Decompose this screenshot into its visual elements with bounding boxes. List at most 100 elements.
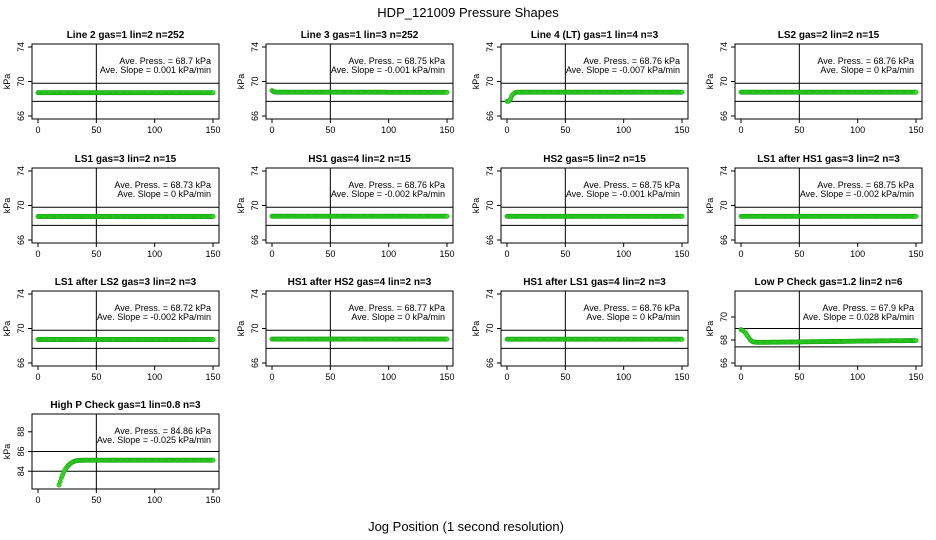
annotation-line: Ave. Press. = 68.76 kPa	[817, 56, 914, 66]
x-tick-label: 0	[269, 249, 274, 259]
x-axis-label: Jog Position (1 second resolution)	[368, 519, 564, 534]
x-tick-label: 150	[674, 372, 689, 382]
x-tick-label: 100	[616, 125, 631, 135]
data-point	[444, 213, 450, 219]
y-tick-label: 70	[250, 76, 260, 86]
panel: Line 4 (LT) gas=1 lin=4 n=3 0 50 100 150 66 70…	[471, 30, 690, 135]
y-tick-label: 70	[485, 76, 495, 86]
annotation-line: Ave. Press. = 84.86 kPa	[114, 426, 211, 436]
data-point	[913, 338, 919, 344]
annotation-line: Ave. Slope = -0.007 kPa/min	[566, 65, 680, 75]
x-tick-label: 50	[560, 249, 570, 259]
x-tick-label: 50	[794, 125, 804, 135]
y-tick-label: 66	[719, 111, 729, 121]
annotation-line: Ave. Slope = 0 kPa/min	[820, 65, 914, 75]
panel: LS1 after HS1 gas=3 lin=2 n=3 0 50 100 150 66…	[705, 154, 924, 259]
x-tick-label: 150	[205, 495, 220, 505]
y-tick-label: 74	[719, 42, 729, 52]
y-axis-label: kPa	[705, 198, 715, 214]
y-axis-label: kPa	[471, 198, 481, 214]
y-tick-label: 66	[16, 235, 26, 245]
y-tick-label: 70	[485, 323, 495, 333]
annotation-line: Ave. Slope = -0.002 kPa/min	[97, 312, 211, 322]
y-axis-label: kPa	[2, 74, 12, 90]
x-tick-label: 100	[616, 249, 631, 259]
y-tick-label: 66	[250, 235, 260, 245]
x-tick-label: 150	[908, 372, 923, 382]
panel-title: LS1 after HS1 gas=3 lin=2 n=3	[757, 154, 900, 165]
y-axis-label: kPa	[471, 321, 481, 337]
annotation-line: Ave. Slope = -0.001 kPa/min	[566, 189, 680, 199]
x-tick-label: 150	[674, 249, 689, 259]
panels: Line 2 gas=1 lin=2 n=252 0 50 100 150 66 70 74 k…	[2, 30, 924, 505]
x-tick-label: 100	[381, 372, 396, 382]
data-point	[679, 89, 685, 95]
x-tick-label: 50	[325, 372, 335, 382]
x-tick-label: 0	[504, 372, 509, 382]
annotation-line: Ave. Slope = -0.001 kPa/min	[331, 65, 445, 75]
y-tick-label: 74	[16, 166, 26, 176]
annotation-line: Ave. Slope = -0.002 kPa/min	[331, 189, 445, 199]
annotation-line: Ave. Press. = 68.73 kPa	[114, 180, 211, 190]
x-tick-label: 50	[560, 372, 570, 382]
panel: Low P Check gas=1.2 lin=2 n=6 0 50 100 150 66…	[705, 277, 924, 382]
y-axis-label: kPa	[2, 198, 12, 214]
y-tick-label: 66	[250, 111, 260, 121]
y-tick-label: 70	[485, 200, 495, 210]
annotation-line: Ave. Slope = 0 kPa/min	[117, 189, 211, 199]
data-point	[444, 89, 450, 95]
y-axis-label: kPa	[471, 74, 481, 90]
x-tick-label: 150	[205, 125, 220, 135]
annotation-line: Ave. Press. = 68.75 kPa	[817, 180, 914, 190]
panel: LS1 after LS2 gas=3 lin=2 n=3 0 50 100 150 66…	[2, 277, 221, 382]
panel-title: Line 2 gas=1 lin=2 n=252	[67, 30, 185, 41]
annotation-line: Ave. Press. = 68.76 kPa	[583, 56, 680, 66]
x-tick-label: 100	[381, 125, 396, 135]
y-tick-label: 74	[250, 166, 260, 176]
annotation-line: Ave. Press. = 68.72 kPa	[114, 303, 211, 313]
y-tick-label: 66	[719, 358, 729, 368]
x-tick-label: 0	[35, 372, 40, 382]
panel-title: Low P Check gas=1.2 lin=2 n=6	[755, 277, 903, 288]
x-tick-label: 50	[91, 372, 101, 382]
panel-title: LS2 gas=2 lin=2 n=15	[778, 30, 880, 41]
y-tick-label: 70	[16, 200, 26, 210]
panel-title: Line 3 gas=1 lin=3 n=252	[301, 30, 419, 41]
x-tick-label: 100	[147, 495, 162, 505]
y-tick-label: 66	[719, 235, 729, 245]
main-title: HDP_121009 Pressure Shapes	[377, 5, 559, 20]
x-tick-label: 0	[35, 249, 40, 259]
panel-title: HS1 after HS2 gas=4 lin=2 n=3	[288, 277, 432, 288]
data-point	[210, 214, 216, 219]
x-tick-label: 50	[794, 372, 804, 382]
y-axis-label: kPa	[2, 321, 12, 337]
x-tick-label: 100	[850, 372, 865, 382]
x-tick-label: 150	[439, 125, 454, 135]
x-tick-label: 0	[738, 372, 743, 382]
panel-title: HS1 after LS1 gas=4 lin=2 n=3	[523, 277, 666, 288]
y-tick-label: 74	[16, 289, 26, 299]
annotation-line: Ave. Slope = -0.025 kPa/min	[97, 435, 211, 445]
y-axis-label: kPa	[2, 444, 12, 460]
x-tick-label: 0	[269, 372, 274, 382]
annotation-line: Ave. Slope = -0.002 kPa/min	[800, 189, 914, 199]
y-tick-label: 70	[719, 200, 729, 210]
data-point	[444, 336, 450, 342]
annotation-line: Ave. Slope = 0.001 kPa/min	[100, 65, 211, 75]
y-axis-label: kPa	[705, 74, 715, 90]
panel: Line 3 gas=1 lin=3 n=252 0 50 100 150 66 70 74 k…	[236, 30, 455, 135]
panel: HS1 after HS2 gas=4 lin=2 n=3 0 50 100 150 66…	[236, 277, 455, 382]
x-tick-label: 100	[147, 372, 162, 382]
x-tick-label: 0	[35, 125, 40, 135]
x-tick-label: 50	[560, 125, 570, 135]
x-tick-label: 0	[738, 125, 743, 135]
panel-title: High P Check gas=1 lin=0.8 n=3	[50, 400, 201, 411]
y-tick-label: 66	[485, 358, 495, 368]
y-tick-label: 74	[16, 42, 26, 52]
y-tick-label: 88	[16, 427, 26, 437]
x-tick-label: 100	[850, 249, 865, 259]
x-tick-label: 50	[91, 495, 101, 505]
y-tick-label: 66	[16, 111, 26, 121]
annotation-line: Ave. Press. = 67.9 kPa	[822, 303, 914, 313]
annotation-line: Ave. Slope = 0 kPa/min	[351, 312, 445, 322]
